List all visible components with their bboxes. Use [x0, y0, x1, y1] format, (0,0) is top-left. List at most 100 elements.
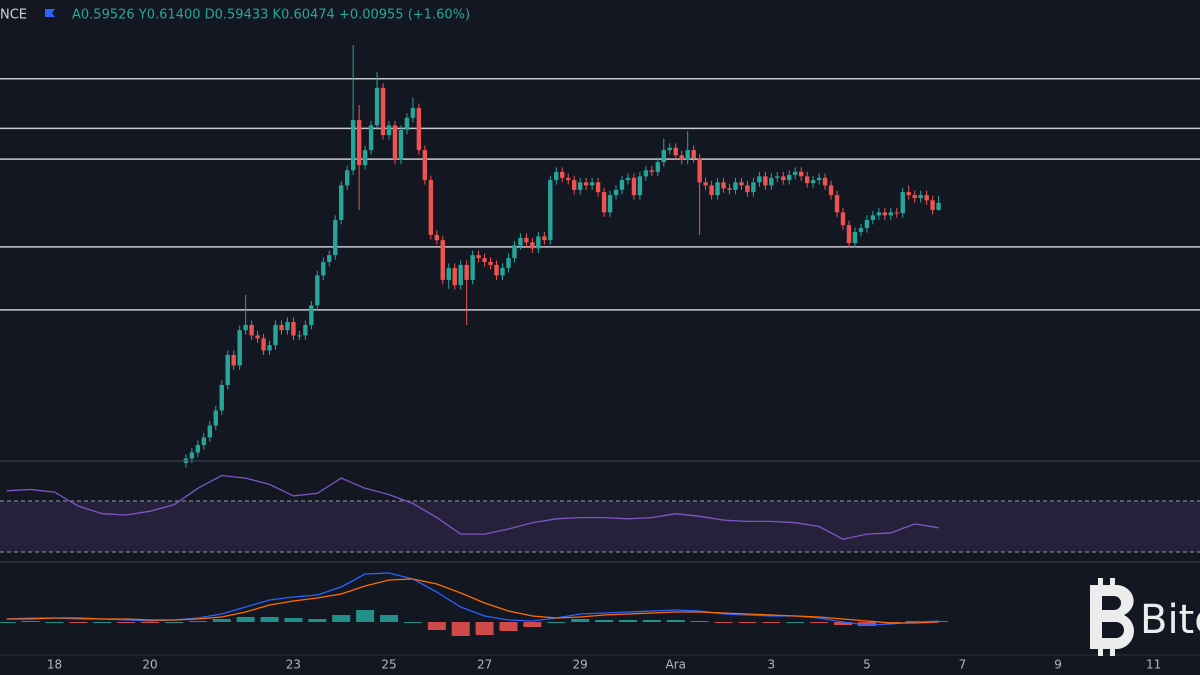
- candle-body: [924, 195, 929, 201]
- candle-body: [512, 245, 517, 259]
- candle-body: [386, 125, 392, 136]
- candle-body: [900, 192, 905, 214]
- candle-body: [458, 264, 463, 286]
- candle-body: [858, 228, 864, 232]
- candle-body: [440, 240, 445, 280]
- flag-icon: [45, 9, 55, 17]
- histogram-bar: [810, 622, 829, 623]
- candle-body: [804, 176, 810, 184]
- band-fill: [0, 500, 1200, 552]
- candle-body: [882, 212, 888, 216]
- candle-body: [195, 444, 201, 453]
- candle-body: [906, 192, 911, 196]
- candle-body: [715, 182, 720, 196]
- histogram-bar: [356, 610, 375, 622]
- candle-body: [793, 171, 798, 175]
- candle-body: [727, 188, 732, 190]
- candle-body: [566, 177, 571, 181]
- candle-body: [255, 335, 260, 339]
- rsi-line: [6, 474, 939, 540]
- histogram-bar: [141, 622, 160, 623]
- histogram-bar: [284, 618, 303, 622]
- candle-body: [816, 177, 822, 181]
- histogram-bar: [786, 622, 805, 623]
- candle-body: [691, 150, 696, 159]
- macd-line: [6, 578, 939, 624]
- candle-body: [810, 180, 816, 184]
- candle-body: [763, 176, 768, 186]
- candle-body: [685, 150, 690, 160]
- candle-body: [404, 117, 410, 130]
- candle-body: [601, 192, 607, 213]
- histogram-bar: [69, 622, 88, 623]
- exchange-label: NCE: [0, 8, 27, 23]
- logo: [1098, 648, 1103, 656]
- watermark: Bitc: [1090, 578, 1200, 656]
- logo: [1110, 578, 1115, 586]
- candle-body: [834, 195, 840, 213]
- candle-body: [607, 195, 613, 213]
- x-tick-label: 18: [47, 658, 62, 672]
- candle-body: [482, 258, 487, 262]
- candle-body: [327, 255, 332, 262]
- candle-body: [237, 330, 242, 366]
- candle-body: [243, 324, 248, 331]
- candle-body: [428, 180, 434, 235]
- histogram-bar: [523, 622, 542, 627]
- histogram-bar: [21, 621, 40, 622]
- candle-body: [189, 452, 195, 459]
- candle-body: [721, 182, 726, 189]
- x-tick-label: 29: [573, 658, 588, 672]
- candle-body: [267, 345, 272, 351]
- candle-body: [261, 338, 266, 351]
- candle-body: [398, 129, 404, 160]
- candle-body: [631, 177, 637, 196]
- histogram-bar: [212, 619, 231, 622]
- candle-body: [219, 384, 224, 411]
- candle-body: [213, 410, 218, 426]
- histogram-bar: [642, 620, 661, 622]
- candle-body: [225, 354, 230, 385]
- histogram-bar: [0, 622, 16, 623]
- candle-body: [303, 324, 308, 336]
- candle-body: [500, 267, 505, 276]
- candle-body: [488, 261, 493, 265]
- candle-body: [673, 147, 678, 156]
- candle-body: [315, 275, 320, 306]
- candle-body: [536, 236, 541, 249]
- candle-body: [936, 202, 941, 210]
- candle-body: [930, 200, 935, 210]
- watermark-text: Bitc: [1140, 597, 1200, 643]
- candle-body: [380, 87, 386, 136]
- candle-body: [822, 177, 828, 186]
- candle-body: [589, 182, 595, 186]
- x-tick-label: 23: [286, 658, 301, 672]
- histogram-bar: [45, 622, 64, 623]
- histogram-bar: [714, 622, 733, 623]
- candle-body: [571, 180, 577, 190]
- candle-body: [470, 255, 475, 280]
- x-tick-label: 20: [142, 658, 157, 672]
- histogram-bar: [451, 622, 470, 636]
- candle-body: [751, 182, 756, 193]
- candle-body: [249, 324, 254, 336]
- candle-body: [870, 215, 876, 220]
- candle-body: [350, 120, 356, 171]
- candle-body: [595, 182, 601, 193]
- candle-body: [416, 108, 422, 151]
- histogram-bar: [547, 622, 566, 623]
- candle-body: [339, 185, 344, 220]
- x-tick-label: 25: [381, 658, 396, 672]
- candle-body: [655, 162, 661, 172]
- candle-body: [464, 264, 469, 280]
- candle-body: [494, 264, 499, 276]
- logo: [1090, 585, 1134, 649]
- candle-body: [679, 155, 684, 160]
- candle-body: [828, 185, 834, 196]
- x-tick-label: 11: [1146, 658, 1161, 672]
- candle-body: [894, 212, 899, 214]
- histogram-bar: [738, 622, 757, 623]
- histogram-bar: [260, 617, 279, 622]
- candle-body: [356, 120, 362, 166]
